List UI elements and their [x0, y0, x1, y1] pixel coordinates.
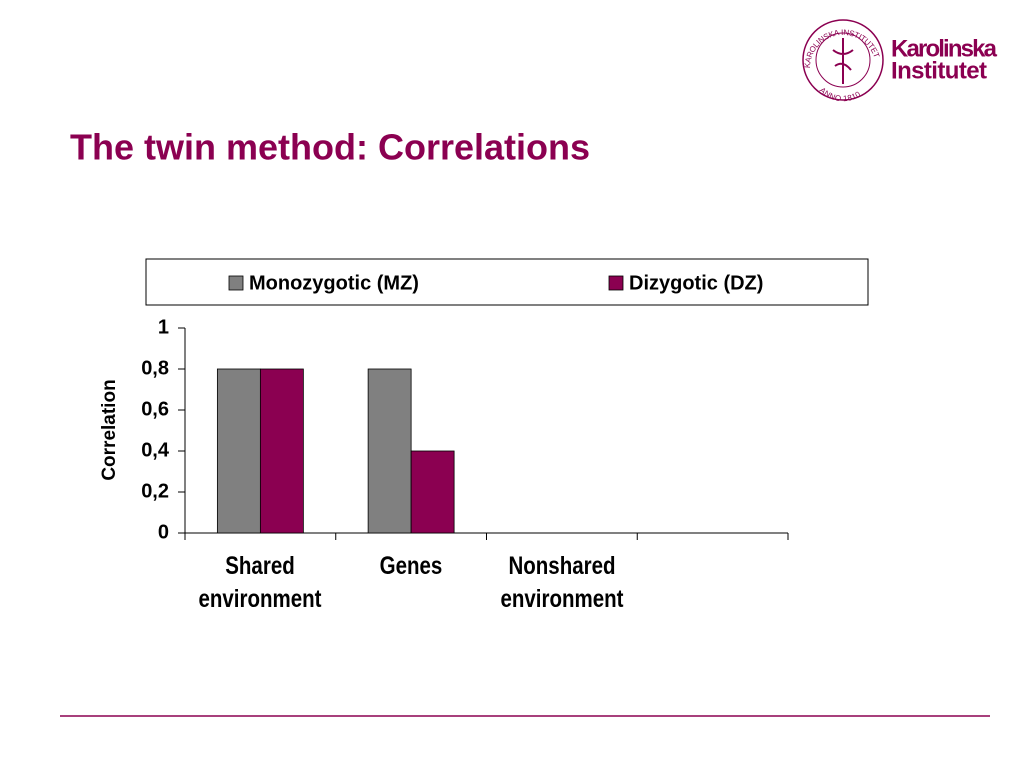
seal-text: ANNO 1810 [818, 86, 863, 104]
logo-line: Institutet [891, 57, 987, 84]
y-tick-label: 0,8 [141, 357, 169, 379]
logo-line: Karolinska [891, 35, 998, 62]
logo: KAROLINSKA INSTITUTET ANNO 1810 Karolins… [802, 19, 998, 104]
seal-ring [802, 19, 884, 101]
seal-inner [815, 32, 871, 88]
x-tick-label: Genes [379, 552, 443, 580]
y-tick-label: 0 [158, 521, 169, 543]
y-tick-label: 1 [158, 316, 169, 338]
legend-label: Monozygotic (MZ) [249, 272, 419, 294]
y-tick-label: 0,4 [141, 439, 170, 461]
seal-bottom: ANNO 1810 [818, 86, 863, 104]
bar [367, 368, 412, 534]
y-tick-label: 0,6 [141, 398, 169, 420]
chart-title: The twin method: Correlations [70, 127, 590, 168]
x-tick-label: Nonshared environment [500, 552, 624, 613]
x-tick-label: Shared environment [198, 552, 322, 613]
bar [259, 368, 304, 534]
seal-emblem [832, 38, 854, 84]
bar [216, 368, 261, 534]
legend-label: Dizygotic (DZ) [629, 272, 763, 294]
legend-swatch [608, 275, 624, 291]
legend-swatch [228, 275, 244, 291]
bar [410, 450, 455, 534]
y-axis-label: Correlation [99, 379, 120, 480]
y-tick-label: 0,2 [141, 480, 169, 502]
legend-box [145, 258, 869, 306]
